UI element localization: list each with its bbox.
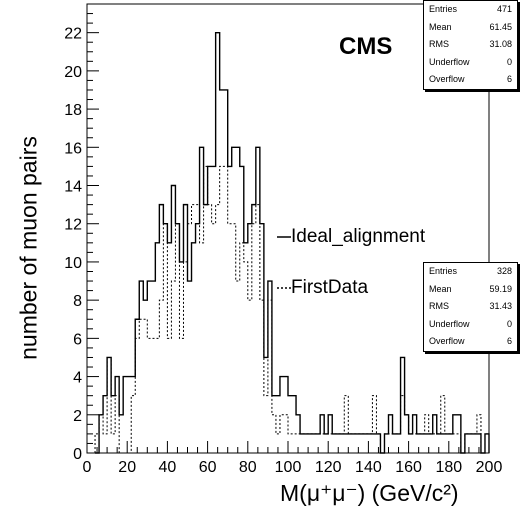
y-axis-label: number of muon pairs	[15, 136, 42, 360]
y-tick-label: 0	[73, 446, 82, 463]
y-tick-label: 14	[64, 179, 82, 196]
stats-label: Underflow	[429, 56, 470, 67]
x-tick-label: 80	[239, 459, 257, 476]
stats-underflow: 0	[506, 56, 512, 67]
y-tick-label: 6	[73, 331, 82, 348]
x-tick-label: 120	[315, 459, 342, 476]
y-tick-label: 22	[64, 26, 82, 43]
stats-entries: 471	[496, 4, 512, 14]
y-tick-label: 2	[73, 408, 82, 425]
stats-entries: 328	[496, 266, 512, 276]
y-tick-label: 16	[64, 140, 82, 157]
x-tick-label: 20	[118, 459, 136, 476]
y-tick-label: 12	[64, 217, 82, 234]
stats-label: Overflow	[429, 336, 465, 346]
stats-label: Overflow	[429, 74, 465, 84]
stats-rms: 31.43	[489, 301, 512, 311]
stats-overflow: 6	[506, 74, 512, 84]
y-tick-label: 10	[64, 255, 82, 272]
x-tick-label: 100	[275, 459, 302, 476]
stats-underflow: 0	[506, 318, 512, 329]
legend-dotted-line-icon	[277, 287, 291, 289]
legend-solid-line-icon	[277, 236, 291, 238]
y-tick-label: 8	[73, 293, 82, 310]
stats-label: Mean	[429, 283, 452, 294]
stats-label: Underflow	[429, 318, 470, 329]
stats-label: Entries	[429, 4, 458, 14]
y-tick-label: 4	[73, 370, 82, 387]
stats-box-firstdata: Entries 328 Mean 59.19 RMS 31.43 Underflow 0…	[423, 262, 518, 352]
series-line-FirstData	[94, 165, 490, 454]
stats-mean: 61.45	[489, 21, 512, 32]
x-tick-label: 160	[395, 459, 422, 476]
x-tick-label: 0	[83, 459, 92, 476]
stats-overflow: 6	[506, 336, 512, 346]
legend-label-ideal: Ideal_alignment	[291, 226, 426, 247]
x-tick-label: 40	[159, 459, 177, 476]
experiment-label: CMS	[339, 33, 393, 60]
legend-label-firstdata: FirstData	[291, 277, 369, 298]
x-axis-label: M(μ⁺μ⁻) (GeV/c²)	[280, 480, 459, 507]
x-tick-label: 180	[435, 459, 462, 476]
x-tick-label: 140	[355, 459, 382, 476]
series-line-Ideal_alignment	[95, 31, 490, 454]
x-tick-label: 200	[476, 459, 503, 476]
y-tick-label: 20	[64, 64, 82, 81]
y-tick-label: 18	[64, 102, 82, 119]
stats-box-ideal: Entries 471 Mean 61.45 RMS 31.08 Underflow 0…	[423, 0, 518, 90]
legend-entry-ideal: Ideal_alignment	[277, 226, 425, 248]
stats-rms: 31.08	[489, 39, 512, 49]
stats-label: Entries	[429, 266, 458, 276]
x-tick-label: 60	[199, 459, 217, 476]
stats-label: Mean	[429, 21, 452, 32]
legend-entry-firstdata: FirstData	[277, 277, 368, 299]
stats-label: RMS	[429, 301, 449, 311]
stats-mean: 59.19	[489, 283, 512, 294]
x-axis-label-text: M(μ⁺μ⁻) (GeV/c²)	[280, 480, 459, 506]
stats-label: RMS	[429, 39, 449, 49]
